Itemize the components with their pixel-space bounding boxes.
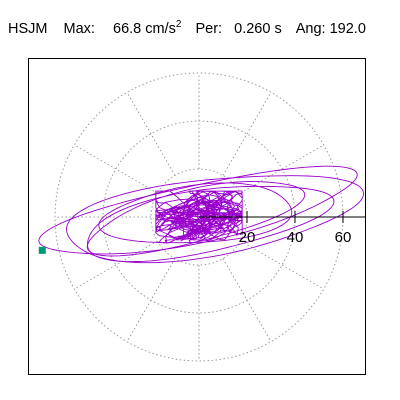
grid-spoke-330 — [240, 240, 324, 290]
max-unit: cm/s — [145, 21, 176, 37]
max-value: 66.8 — [113, 21, 142, 37]
station-code: HSJM — [8, 21, 48, 37]
max-unit-exponent: 2 — [175, 19, 182, 30]
x-tick-label-20: 20 — [239, 229, 256, 246]
max-point-marker — [38, 246, 46, 254]
orbit-plot-svg: 20 40 60 — [38, 72, 365, 362]
grid-spoke-240 — [126, 258, 176, 342]
chart-header: HSJM Max: 66.8 cm/s2 Per: 0.260 s Ang: 1… — [8, 12, 398, 38]
angle-label: Ang: — [295, 21, 326, 37]
grid-spoke-210 — [74, 240, 158, 290]
x-tick-label-60: 60 — [335, 229, 352, 246]
orbit-trace-loop-5 — [98, 182, 293, 244]
angle-value: 192.0 — [329, 21, 366, 37]
period-label: Per: — [195, 21, 223, 37]
grid-spoke-300 — [222, 258, 272, 342]
grid-spoke-60 — [222, 92, 272, 176]
period-value: 0.260 s — [234, 21, 282, 37]
max-label: Max: — [63, 21, 95, 37]
x-tick-label-40: 40 — [287, 229, 304, 246]
grid-spoke-120 — [126, 92, 176, 176]
grid-spoke-30 — [240, 144, 324, 194]
orbit-trace-core — [154, 190, 243, 244]
orbit-trace-loop-2 — [66, 175, 364, 264]
orbit-trace-loop-1 — [38, 165, 358, 255]
grid-spoke-150 — [74, 144, 158, 194]
orbit-plot: 20 40 60 — [28, 58, 366, 375]
orbit-trace-loop-4 — [86, 181, 306, 257]
